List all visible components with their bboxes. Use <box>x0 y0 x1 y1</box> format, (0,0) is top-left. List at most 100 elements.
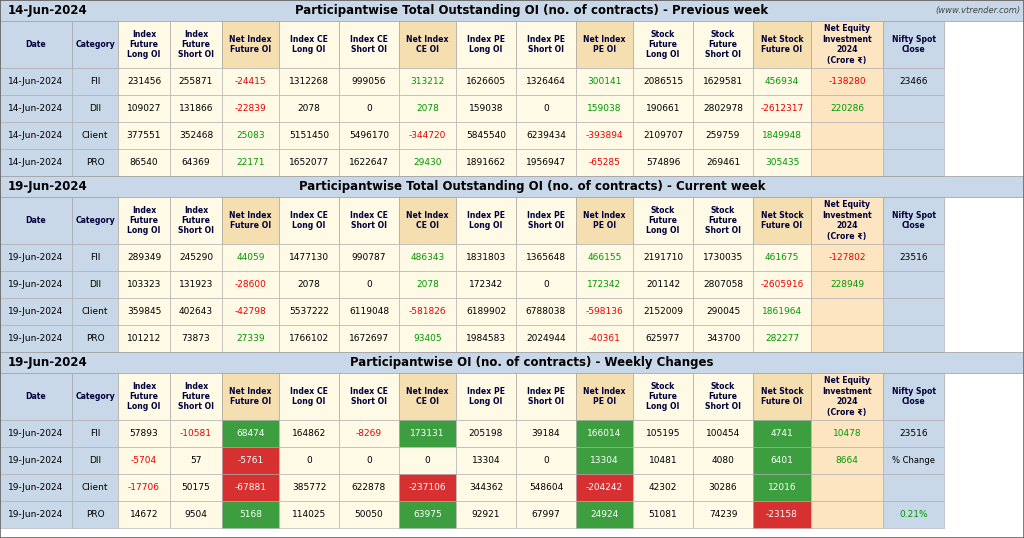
Text: 19-Jun-2024: 19-Jun-2024 <box>8 483 63 492</box>
Text: 22171: 22171 <box>237 158 265 167</box>
Bar <box>0 373 72 420</box>
Text: 12016: 12016 <box>768 483 797 492</box>
Text: 2802978: 2802978 <box>703 104 743 113</box>
Text: Date: Date <box>26 392 46 401</box>
Text: Client: Client <box>82 131 109 140</box>
Text: 86540: 86540 <box>130 158 159 167</box>
Text: -17706: -17706 <box>128 483 160 492</box>
Text: 19-Jun-2024: 19-Jun-2024 <box>8 307 63 316</box>
Bar <box>633 122 693 149</box>
Text: 74239: 74239 <box>709 510 737 519</box>
Text: PRO: PRO <box>86 158 104 167</box>
Bar <box>170 298 222 325</box>
Bar <box>170 244 222 271</box>
Bar <box>279 149 339 176</box>
Bar <box>118 298 170 325</box>
Bar <box>633 420 693 447</box>
Text: Index
Future
Short OI: Index Future Short OI <box>178 381 214 412</box>
Bar <box>883 95 944 122</box>
Bar <box>279 244 339 271</box>
Text: Index CE
Short OI: Index CE Short OI <box>350 387 388 406</box>
Bar <box>72 447 118 474</box>
Text: Stock
Future
Long OI: Stock Future Long OI <box>646 30 680 59</box>
Text: Net Equity
Investment
2024
(Crore ₹): Net Equity Investment 2024 (Crore ₹) <box>822 24 871 65</box>
Text: 19-Jun-2024: 19-Jun-2024 <box>8 180 88 193</box>
Bar <box>753 298 811 325</box>
Text: 14672: 14672 <box>130 510 159 519</box>
Bar <box>0 325 72 352</box>
Bar <box>72 420 118 447</box>
Text: -22839: -22839 <box>234 104 266 113</box>
Bar <box>0 447 72 474</box>
Bar <box>811 149 883 176</box>
Bar <box>633 474 693 501</box>
Bar <box>753 149 811 176</box>
Bar <box>118 474 170 501</box>
Bar <box>399 244 456 271</box>
Bar <box>399 95 456 122</box>
Bar <box>339 197 399 244</box>
Text: -24415: -24415 <box>234 77 266 86</box>
Text: -393894: -393894 <box>586 131 624 140</box>
Text: 109027: 109027 <box>127 104 161 113</box>
Text: 1861964: 1861964 <box>762 307 802 316</box>
Text: Index PE
Long OI: Index PE Long OI <box>467 211 505 230</box>
Text: Participantwise Total Outstanding OI (no. of contracts) - Previous week: Participantwise Total Outstanding OI (no… <box>296 4 769 17</box>
Text: 2078: 2078 <box>298 104 321 113</box>
Bar <box>883 447 944 474</box>
Text: 50175: 50175 <box>181 483 210 492</box>
Text: 24924: 24924 <box>591 510 618 519</box>
Text: -8269: -8269 <box>356 429 382 438</box>
Bar <box>118 149 170 176</box>
Text: 57: 57 <box>190 456 202 465</box>
Bar <box>170 420 222 447</box>
Text: 6401: 6401 <box>771 456 794 465</box>
Text: 19-Jun-2024: 19-Jun-2024 <box>8 510 63 519</box>
Text: 2078: 2078 <box>298 280 321 289</box>
Text: 14-Jun-2024: 14-Jun-2024 <box>8 77 63 86</box>
Bar <box>883 21 944 68</box>
Text: 305435: 305435 <box>765 158 799 167</box>
Bar <box>339 122 399 149</box>
Bar <box>693 197 753 244</box>
Text: -598136: -598136 <box>586 307 624 316</box>
Bar <box>279 325 339 352</box>
Text: 9504: 9504 <box>184 510 208 519</box>
Bar <box>339 420 399 447</box>
Bar <box>811 501 883 528</box>
Text: Index CE
Short OI: Index CE Short OI <box>350 211 388 230</box>
Bar <box>456 95 516 122</box>
Text: 1956947: 1956947 <box>526 158 566 167</box>
Bar <box>399 373 456 420</box>
Bar <box>693 298 753 325</box>
Bar <box>170 501 222 528</box>
Text: Index PE
Short OI: Index PE Short OI <box>527 387 565 406</box>
Text: Net Index
PE OI: Net Index PE OI <box>584 211 626 230</box>
Bar <box>633 271 693 298</box>
Text: 13304: 13304 <box>590 456 618 465</box>
Text: Category: Category <box>75 216 115 225</box>
Text: Net Stock
Future OI: Net Stock Future OI <box>761 35 803 54</box>
Text: Stock
Future
Short OI: Stock Future Short OI <box>705 381 741 412</box>
Bar <box>72 95 118 122</box>
Bar <box>456 68 516 95</box>
Text: (www.vtrender.com): (www.vtrender.com) <box>935 6 1020 15</box>
Bar <box>575 21 633 68</box>
Text: 0: 0 <box>367 280 372 289</box>
Bar <box>693 420 753 447</box>
Text: Index PE
Short OI: Index PE Short OI <box>527 35 565 54</box>
Bar <box>279 373 339 420</box>
Bar <box>575 474 633 501</box>
Text: FII: FII <box>90 77 100 86</box>
Text: -5761: -5761 <box>238 456 263 465</box>
Bar <box>456 325 516 352</box>
Text: 14-Jun-2024: 14-Jun-2024 <box>8 104 63 113</box>
Text: Participantwise OI (no. of contracts) - Weekly Changes: Participantwise OI (no. of contracts) - … <box>350 356 714 369</box>
Bar <box>516 373 575 420</box>
Text: 8664: 8664 <box>836 456 858 465</box>
Text: 10481: 10481 <box>648 456 677 465</box>
Bar <box>811 244 883 271</box>
Bar <box>693 95 753 122</box>
Bar <box>575 271 633 298</box>
Text: 19-Jun-2024: 19-Jun-2024 <box>8 280 63 289</box>
